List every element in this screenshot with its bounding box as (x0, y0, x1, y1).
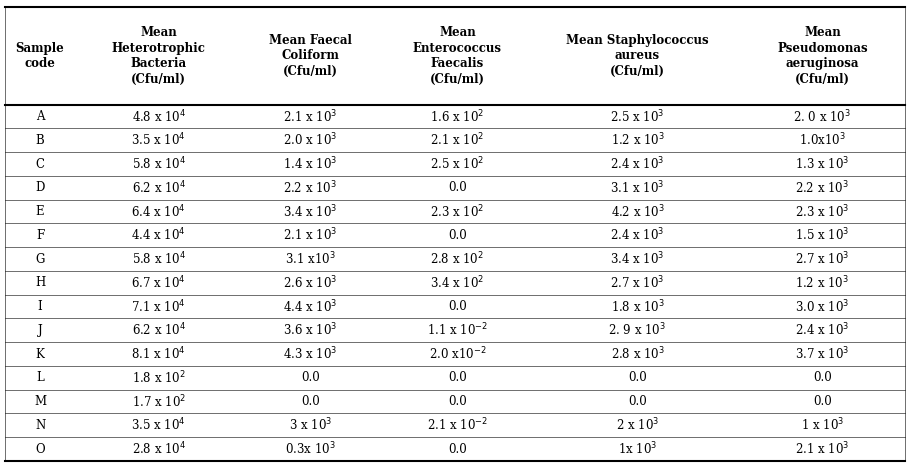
Text: Mean
Pseudomonas
aeruginosa
(Cfu/ml): Mean Pseudomonas aeruginosa (Cfu/ml) (777, 26, 868, 86)
Text: Mean Faecal
Coliform
(Cfu/ml): Mean Faecal Coliform (Cfu/ml) (269, 34, 352, 78)
Text: 4.2 x 10$^3$: 4.2 x 10$^3$ (611, 203, 664, 220)
Text: 1.3 x 10$^3$: 1.3 x 10$^3$ (795, 156, 850, 172)
Text: 2.1 x 10$^{-2}$: 2.1 x 10$^{-2}$ (427, 417, 488, 434)
Text: 0.0: 0.0 (628, 371, 647, 384)
Text: 6.7 x 10$^4$: 6.7 x 10$^4$ (131, 275, 186, 291)
Text: 2.1 x 10$^3$: 2.1 x 10$^3$ (283, 108, 338, 125)
Text: 2.0 x 10$^3$: 2.0 x 10$^3$ (283, 132, 338, 148)
Text: N: N (35, 419, 46, 432)
Text: 6.4 x 10$^4$: 6.4 x 10$^4$ (131, 203, 186, 220)
Text: 1.2 x 10$^3$: 1.2 x 10$^3$ (611, 132, 664, 148)
Text: H: H (35, 276, 46, 289)
Text: J: J (37, 324, 43, 337)
Text: I: I (37, 300, 43, 313)
Text: 0.0: 0.0 (448, 371, 467, 384)
Text: 0.0: 0.0 (814, 371, 832, 384)
Text: 3.4 x 10$^3$: 3.4 x 10$^3$ (283, 203, 338, 220)
Text: 2.1 x 10$^2$: 2.1 x 10$^2$ (430, 132, 484, 148)
Text: 4.4 x 10$^3$: 4.4 x 10$^3$ (283, 298, 338, 315)
Text: 0.0: 0.0 (628, 395, 647, 408)
Text: 2.5 x 10$^2$: 2.5 x 10$^2$ (430, 156, 484, 172)
Text: 5.8 x 10$^4$: 5.8 x 10$^4$ (132, 251, 186, 267)
Text: 1.1 x 10$^{-2}$: 1.1 x 10$^{-2}$ (427, 322, 488, 339)
Text: B: B (35, 134, 45, 147)
Text: G: G (35, 253, 45, 265)
Text: 1.6 x 10$^2$: 1.6 x 10$^2$ (430, 108, 484, 125)
Text: 0.0: 0.0 (448, 395, 467, 408)
Text: 2. 9 x 10$^3$: 2. 9 x 10$^3$ (609, 322, 667, 339)
Text: 1.0x10$^3$: 1.0x10$^3$ (799, 132, 846, 148)
Text: 3.5 x 10$^4$: 3.5 x 10$^4$ (131, 417, 186, 434)
Text: 2. 0 x 10$^3$: 2. 0 x 10$^3$ (794, 108, 852, 125)
Text: 2.8 x 10$^2$: 2.8 x 10$^2$ (430, 251, 484, 267)
Text: Mean Staphylococcus
aureus
(Cfu/ml): Mean Staphylococcus aureus (Cfu/ml) (566, 34, 709, 78)
Text: 1.8 x 10$^3$: 1.8 x 10$^3$ (611, 298, 664, 315)
Text: 6.2 x 10$^4$: 6.2 x 10$^4$ (132, 179, 186, 196)
Text: L: L (36, 371, 44, 384)
Text: 2.2 x 10$^3$: 2.2 x 10$^3$ (283, 179, 338, 196)
Text: 1.8 x 10$^2$: 1.8 x 10$^2$ (132, 370, 186, 386)
Text: 2.1 x 10$^3$: 2.1 x 10$^3$ (795, 441, 850, 457)
Text: 0.0: 0.0 (448, 229, 467, 242)
Text: 0.0: 0.0 (448, 300, 467, 313)
Text: 1.4 x 10$^3$: 1.4 x 10$^3$ (283, 156, 338, 172)
Text: 4.3 x 10$^3$: 4.3 x 10$^3$ (283, 346, 338, 362)
Text: 3.1 x10$^3$: 3.1 x10$^3$ (285, 251, 336, 267)
Text: 2.2 x 10$^3$: 2.2 x 10$^3$ (795, 179, 849, 196)
Text: 2.4 x 10$^3$: 2.4 x 10$^3$ (795, 322, 850, 339)
Text: Sample
code: Sample code (15, 42, 65, 70)
Text: A: A (35, 110, 45, 123)
Text: 1.2 x 10$^3$: 1.2 x 10$^3$ (795, 275, 849, 291)
Text: 7.1 x 10$^4$: 7.1 x 10$^4$ (131, 298, 186, 315)
Text: 2.5 x 10$^3$: 2.5 x 10$^3$ (611, 108, 664, 125)
Text: 3.4 x 10$^3$: 3.4 x 10$^3$ (611, 251, 664, 267)
Text: C: C (35, 158, 45, 170)
Text: D: D (35, 181, 45, 194)
Text: 1.5 x 10$^3$: 1.5 x 10$^3$ (795, 227, 850, 243)
Text: 0.0: 0.0 (301, 371, 319, 384)
Text: 2.7 x 10$^3$: 2.7 x 10$^3$ (611, 275, 664, 291)
Text: 2.7 x 10$^3$: 2.7 x 10$^3$ (795, 251, 850, 267)
Text: K: K (35, 348, 45, 360)
Text: 2.3 x 10$^3$: 2.3 x 10$^3$ (795, 203, 850, 220)
Text: 4.4 x 10$^4$: 4.4 x 10$^4$ (131, 227, 186, 243)
Text: M: M (34, 395, 46, 408)
Text: Mean
Heterotrophic
Bacteria
(Cfu/ml): Mean Heterotrophic Bacteria (Cfu/ml) (112, 26, 206, 86)
Text: 2.8 x 10$^3$: 2.8 x 10$^3$ (611, 346, 664, 362)
Text: O: O (35, 443, 45, 456)
Text: 1x 10$^3$: 1x 10$^3$ (618, 441, 657, 457)
Text: 2.4 x 10$^3$: 2.4 x 10$^3$ (611, 227, 664, 243)
Text: Mean
Enterococcus
Faecalis
(Cfu/ml): Mean Enterococcus Faecalis (Cfu/ml) (413, 26, 502, 86)
Text: F: F (36, 229, 45, 242)
Text: 0.0: 0.0 (814, 395, 832, 408)
Text: 1.7 x 10$^2$: 1.7 x 10$^2$ (132, 393, 186, 410)
Text: 2.0 x10$^{-2}$: 2.0 x10$^{-2}$ (429, 346, 486, 362)
Text: 2.3 x 10$^2$: 2.3 x 10$^2$ (430, 203, 484, 220)
Text: 3.6 x 10$^3$: 3.6 x 10$^3$ (283, 322, 338, 339)
Text: 2 x 10$^3$: 2 x 10$^3$ (616, 417, 659, 434)
Text: 3 x 10$^3$: 3 x 10$^3$ (288, 417, 332, 434)
Text: 0.0: 0.0 (448, 181, 467, 194)
Text: 5.8 x 10$^4$: 5.8 x 10$^4$ (132, 156, 186, 172)
Text: 0.0: 0.0 (301, 395, 319, 408)
Text: 1 x 10$^3$: 1 x 10$^3$ (801, 417, 844, 434)
Text: 2.4 x 10$^3$: 2.4 x 10$^3$ (611, 156, 664, 172)
Text: 6.2 x 10$^4$: 6.2 x 10$^4$ (132, 322, 186, 339)
Text: 0.3x 10$^3$: 0.3x 10$^3$ (285, 441, 336, 457)
Text: 3.1 x 10$^3$: 3.1 x 10$^3$ (611, 179, 664, 196)
Text: 4.8 x 10$^4$: 4.8 x 10$^4$ (132, 108, 186, 125)
Text: 3.5 x 10$^4$: 3.5 x 10$^4$ (131, 132, 186, 148)
Text: 2.1 x 10$^3$: 2.1 x 10$^3$ (283, 227, 338, 243)
Text: 3.0 x 10$^3$: 3.0 x 10$^3$ (795, 298, 850, 315)
Text: 3.4 x 10$^2$: 3.4 x 10$^2$ (430, 275, 484, 291)
Text: 2.8 x 10$^4$: 2.8 x 10$^4$ (132, 441, 186, 457)
Text: 8.1 x 10$^4$: 8.1 x 10$^4$ (131, 346, 186, 362)
Text: 0.0: 0.0 (448, 443, 467, 456)
Text: 3.7 x 10$^3$: 3.7 x 10$^3$ (795, 346, 850, 362)
Text: E: E (35, 205, 45, 218)
Text: 2.6 x 10$^3$: 2.6 x 10$^3$ (283, 275, 338, 291)
